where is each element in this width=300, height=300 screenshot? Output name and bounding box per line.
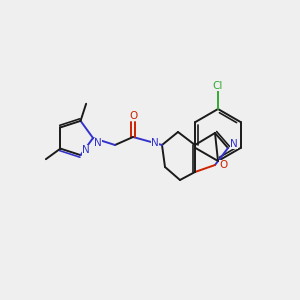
Text: N: N: [230, 139, 238, 149]
Text: Cl: Cl: [213, 81, 223, 91]
Text: N: N: [82, 145, 89, 155]
Text: N: N: [94, 138, 102, 148]
Text: O: O: [129, 111, 137, 121]
Text: N: N: [151, 138, 159, 148]
Text: O: O: [219, 160, 227, 170]
